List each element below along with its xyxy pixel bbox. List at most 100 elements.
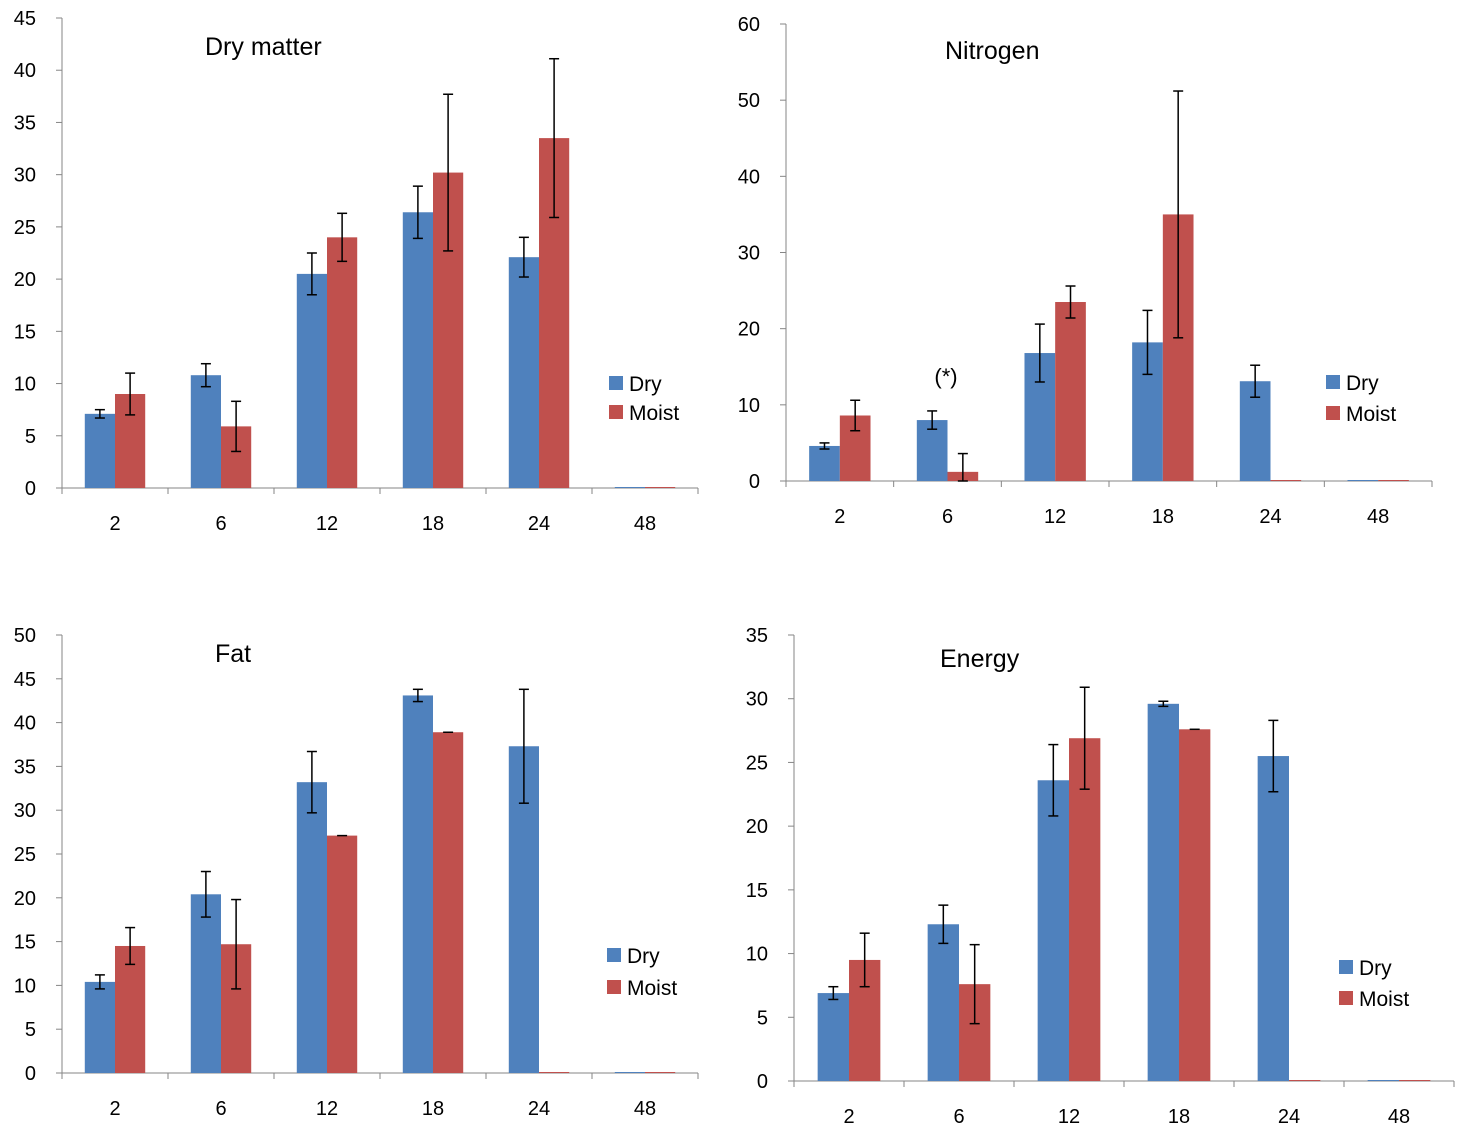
y-tick-label: 0	[25, 478, 36, 500]
legend-label-moist: Moist	[627, 977, 677, 1000]
x-tick-label: 48	[1388, 1106, 1410, 1128]
x-tick-label: 48	[1367, 506, 1389, 528]
x-tick-label: 18	[422, 1098, 444, 1120]
x-tick-label: 6	[942, 506, 953, 528]
y-tick-label: 15	[746, 880, 768, 902]
y-tick-label: 5	[757, 1007, 768, 1029]
x-tick-label: 2	[109, 1098, 120, 1120]
x-tick-label: 12	[1058, 1106, 1080, 1128]
bar-dry	[84, 413, 115, 488]
legend-swatch-moist	[1326, 406, 1340, 420]
chart-3: 0 5 10 15 20 25 30 35 40 45 50 2 6 12 18 24 48 Fat Dry Mois…	[14, 625, 699, 1120]
x-tick-label: 18	[1152, 506, 1174, 528]
x-tick-label: 6	[953, 1106, 964, 1128]
bar-dry	[927, 924, 959, 1081]
bar-dry	[296, 782, 327, 1073]
chart-title: Energy	[940, 645, 1020, 673]
y-tick-label: 40	[14, 60, 36, 82]
bar-dry	[84, 981, 115, 1073]
bar-moist	[1055, 302, 1086, 481]
x-tick-label: 24	[528, 1098, 550, 1120]
bar-moist	[327, 237, 358, 488]
bar-dry	[402, 212, 433, 488]
y-tick-label: 30	[14, 165, 36, 187]
bar-moist	[539, 1072, 570, 1073]
x-tick-label: 12	[316, 513, 338, 535]
y-tick-label: 30	[14, 800, 36, 822]
x-tick-label: 2	[843, 1106, 854, 1128]
y-tick-label: 10	[746, 944, 768, 966]
y-tick-label: 45	[14, 669, 36, 691]
y-tick-label: 0	[757, 1071, 768, 1093]
legend-label-moist: Moist	[1346, 403, 1396, 426]
y-tick-label: 50	[738, 90, 760, 112]
bar-dry	[1367, 1080, 1399, 1081]
legend-swatch-dry	[1326, 375, 1340, 389]
y-tick-label: 30	[738, 243, 760, 265]
x-tick-label: 2	[109, 513, 120, 535]
bar-dry	[508, 257, 539, 488]
bar-dry	[916, 420, 948, 481]
legend-label-dry: Dry	[627, 945, 660, 968]
y-tick-label: 20	[738, 319, 760, 341]
y-tick-label: 25	[746, 752, 768, 774]
bar-moist	[1399, 1080, 1431, 1081]
bar-dry	[1257, 756, 1289, 1081]
y-tick-label: 10	[14, 374, 36, 396]
y-tick-label: 35	[746, 625, 768, 647]
y-tick-label: 40	[14, 713, 36, 735]
y-tick-label: 50	[14, 625, 36, 647]
y-tick-label: 0	[749, 471, 760, 493]
y-tick-label: 10	[14, 975, 36, 997]
x-tick-label: 12	[1044, 506, 1066, 528]
bar-dry	[614, 487, 645, 488]
x-tick-label: 48	[634, 1098, 656, 1120]
bar-dry	[809, 445, 840, 481]
y-tick-label: 15	[14, 932, 36, 954]
y-tick-label: 25	[14, 217, 36, 239]
bar-dry	[1147, 703, 1179, 1081]
chart-annotation: (*)	[934, 364, 957, 389]
legend-swatch-moist	[607, 980, 621, 994]
legend-swatch-moist	[609, 405, 623, 419]
y-tick-label: 60	[738, 14, 760, 36]
bar-moist	[1069, 738, 1101, 1081]
x-tick-label: 24	[528, 513, 550, 535]
chart-title: Fat	[215, 640, 251, 668]
y-tick-label: 25	[14, 844, 36, 866]
bar-dry	[296, 273, 327, 488]
x-tick-label: 18	[1168, 1106, 1190, 1128]
legend-swatch-dry	[609, 376, 623, 390]
legend-label-dry: Dry	[1346, 372, 1379, 395]
bar-dry	[1037, 780, 1069, 1081]
x-tick-label: 6	[215, 1098, 226, 1120]
legend-label-dry: Dry	[1359, 957, 1392, 980]
y-tick-label: 30	[746, 689, 768, 711]
bar-dry	[190, 894, 221, 1073]
y-tick-label: 5	[25, 426, 36, 448]
bar-dry	[402, 695, 433, 1073]
bar-dry	[190, 375, 221, 488]
chart-1: 0 5 10 15 20 25 30 35 40 45 2 6 12 18 24 48 Dry matter Dr…	[14, 8, 699, 535]
x-tick-label: 2	[834, 506, 845, 528]
bar-moist	[115, 945, 146, 1073]
y-tick-label: 40	[738, 166, 760, 188]
y-tick-label: 15	[14, 321, 36, 343]
legend-swatch-dry	[1339, 960, 1353, 974]
bar-moist	[327, 835, 358, 1073]
legend-label-moist: Moist	[1359, 988, 1409, 1011]
bar-moist	[645, 1072, 676, 1073]
y-tick-label: 20	[14, 888, 36, 910]
bar-moist	[433, 732, 464, 1073]
chart-title: Nitrogen	[945, 37, 1040, 65]
x-tick-label: 12	[316, 1098, 338, 1120]
y-tick-label: 0	[25, 1063, 36, 1085]
bar-dry	[817, 993, 849, 1081]
bar-moist	[1289, 1080, 1321, 1081]
chart-2: 0 10 20 30 40 50 60 2 6 12 18 24 48 Nitrogen (*) Dry Moi…	[738, 14, 1433, 528]
bar-dry	[1347, 480, 1379, 481]
x-tick-label: 18	[422, 513, 444, 535]
legend-label-moist: Moist	[629, 402, 679, 425]
y-tick-label: 45	[14, 8, 36, 30]
